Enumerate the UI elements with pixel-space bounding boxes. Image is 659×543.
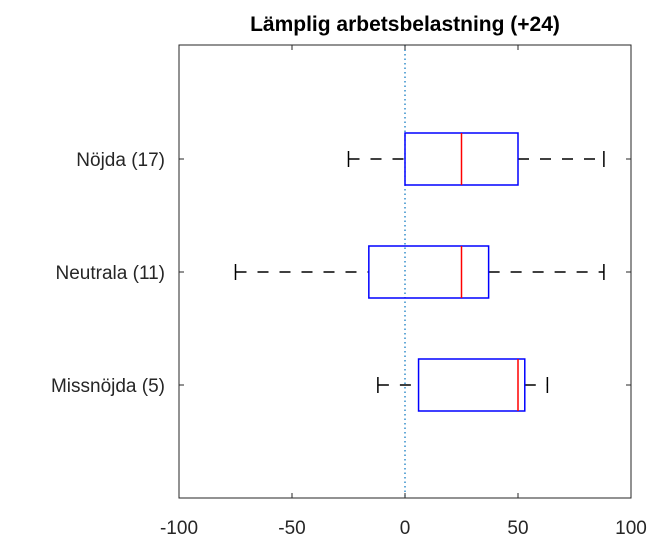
axes-frame bbox=[178, 44, 632, 499]
x-tick-label: -50 bbox=[278, 518, 305, 539]
y-category-label: Neutrala (11) bbox=[56, 263, 165, 284]
y-category-label: Nöjda (17) bbox=[76, 150, 165, 171]
x-tick-label: 0 bbox=[400, 518, 411, 539]
chart-title: Lämplig arbetsbelastning (+24) bbox=[250, 13, 560, 36]
y-category-label: Missnöjda (5) bbox=[51, 376, 165, 397]
iqr-box bbox=[417, 358, 526, 412]
x-tick-label: -100 bbox=[160, 518, 198, 539]
x-tick-label: 50 bbox=[507, 518, 528, 539]
x-tick-label: 100 bbox=[615, 518, 647, 539]
iqr-box bbox=[368, 245, 490, 299]
plot-area: -100 -50 0 50 100 Nöjda (17) Neutrala (11) Miss… bbox=[51, 45, 647, 539]
